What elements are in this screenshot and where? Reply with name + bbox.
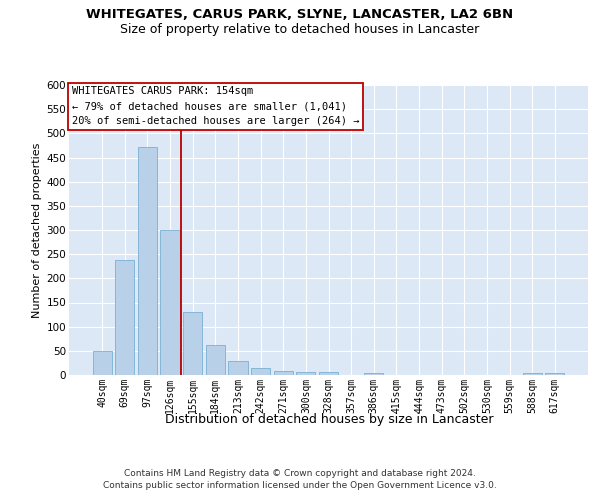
Bar	[183, 312, 202, 375]
Text: Contains HM Land Registry data © Crown copyright and database right 2024.: Contains HM Land Registry data © Crown c…	[124, 469, 476, 478]
Bar	[319, 372, 338, 375]
Bar	[92, 351, 112, 375]
Text: Size of property relative to detached houses in Lancaster: Size of property relative to detached ho…	[121, 22, 479, 36]
Y-axis label: Number of detached properties: Number of detached properties	[32, 142, 43, 318]
Bar	[229, 362, 248, 375]
Bar	[251, 368, 270, 375]
Bar	[138, 147, 157, 375]
Text: WHITEGATES, CARUS PARK, SLYNE, LANCASTER, LA2 6BN: WHITEGATES, CARUS PARK, SLYNE, LANCASTER…	[86, 8, 514, 20]
Text: Contains public sector information licensed under the Open Government Licence v3: Contains public sector information licen…	[103, 481, 497, 490]
Bar	[206, 344, 225, 375]
Bar	[160, 230, 180, 375]
Bar	[296, 372, 316, 375]
Bar	[364, 372, 383, 375]
Text: Distribution of detached houses by size in Lancaster: Distribution of detached houses by size …	[164, 412, 493, 426]
Bar	[115, 260, 134, 375]
Text: WHITEGATES CARUS PARK: 154sqm
← 79% of detached houses are smaller (1,041)
20% o: WHITEGATES CARUS PARK: 154sqm ← 79% of d…	[71, 86, 359, 126]
Bar	[545, 372, 565, 375]
Bar	[274, 371, 293, 375]
Bar	[523, 372, 542, 375]
